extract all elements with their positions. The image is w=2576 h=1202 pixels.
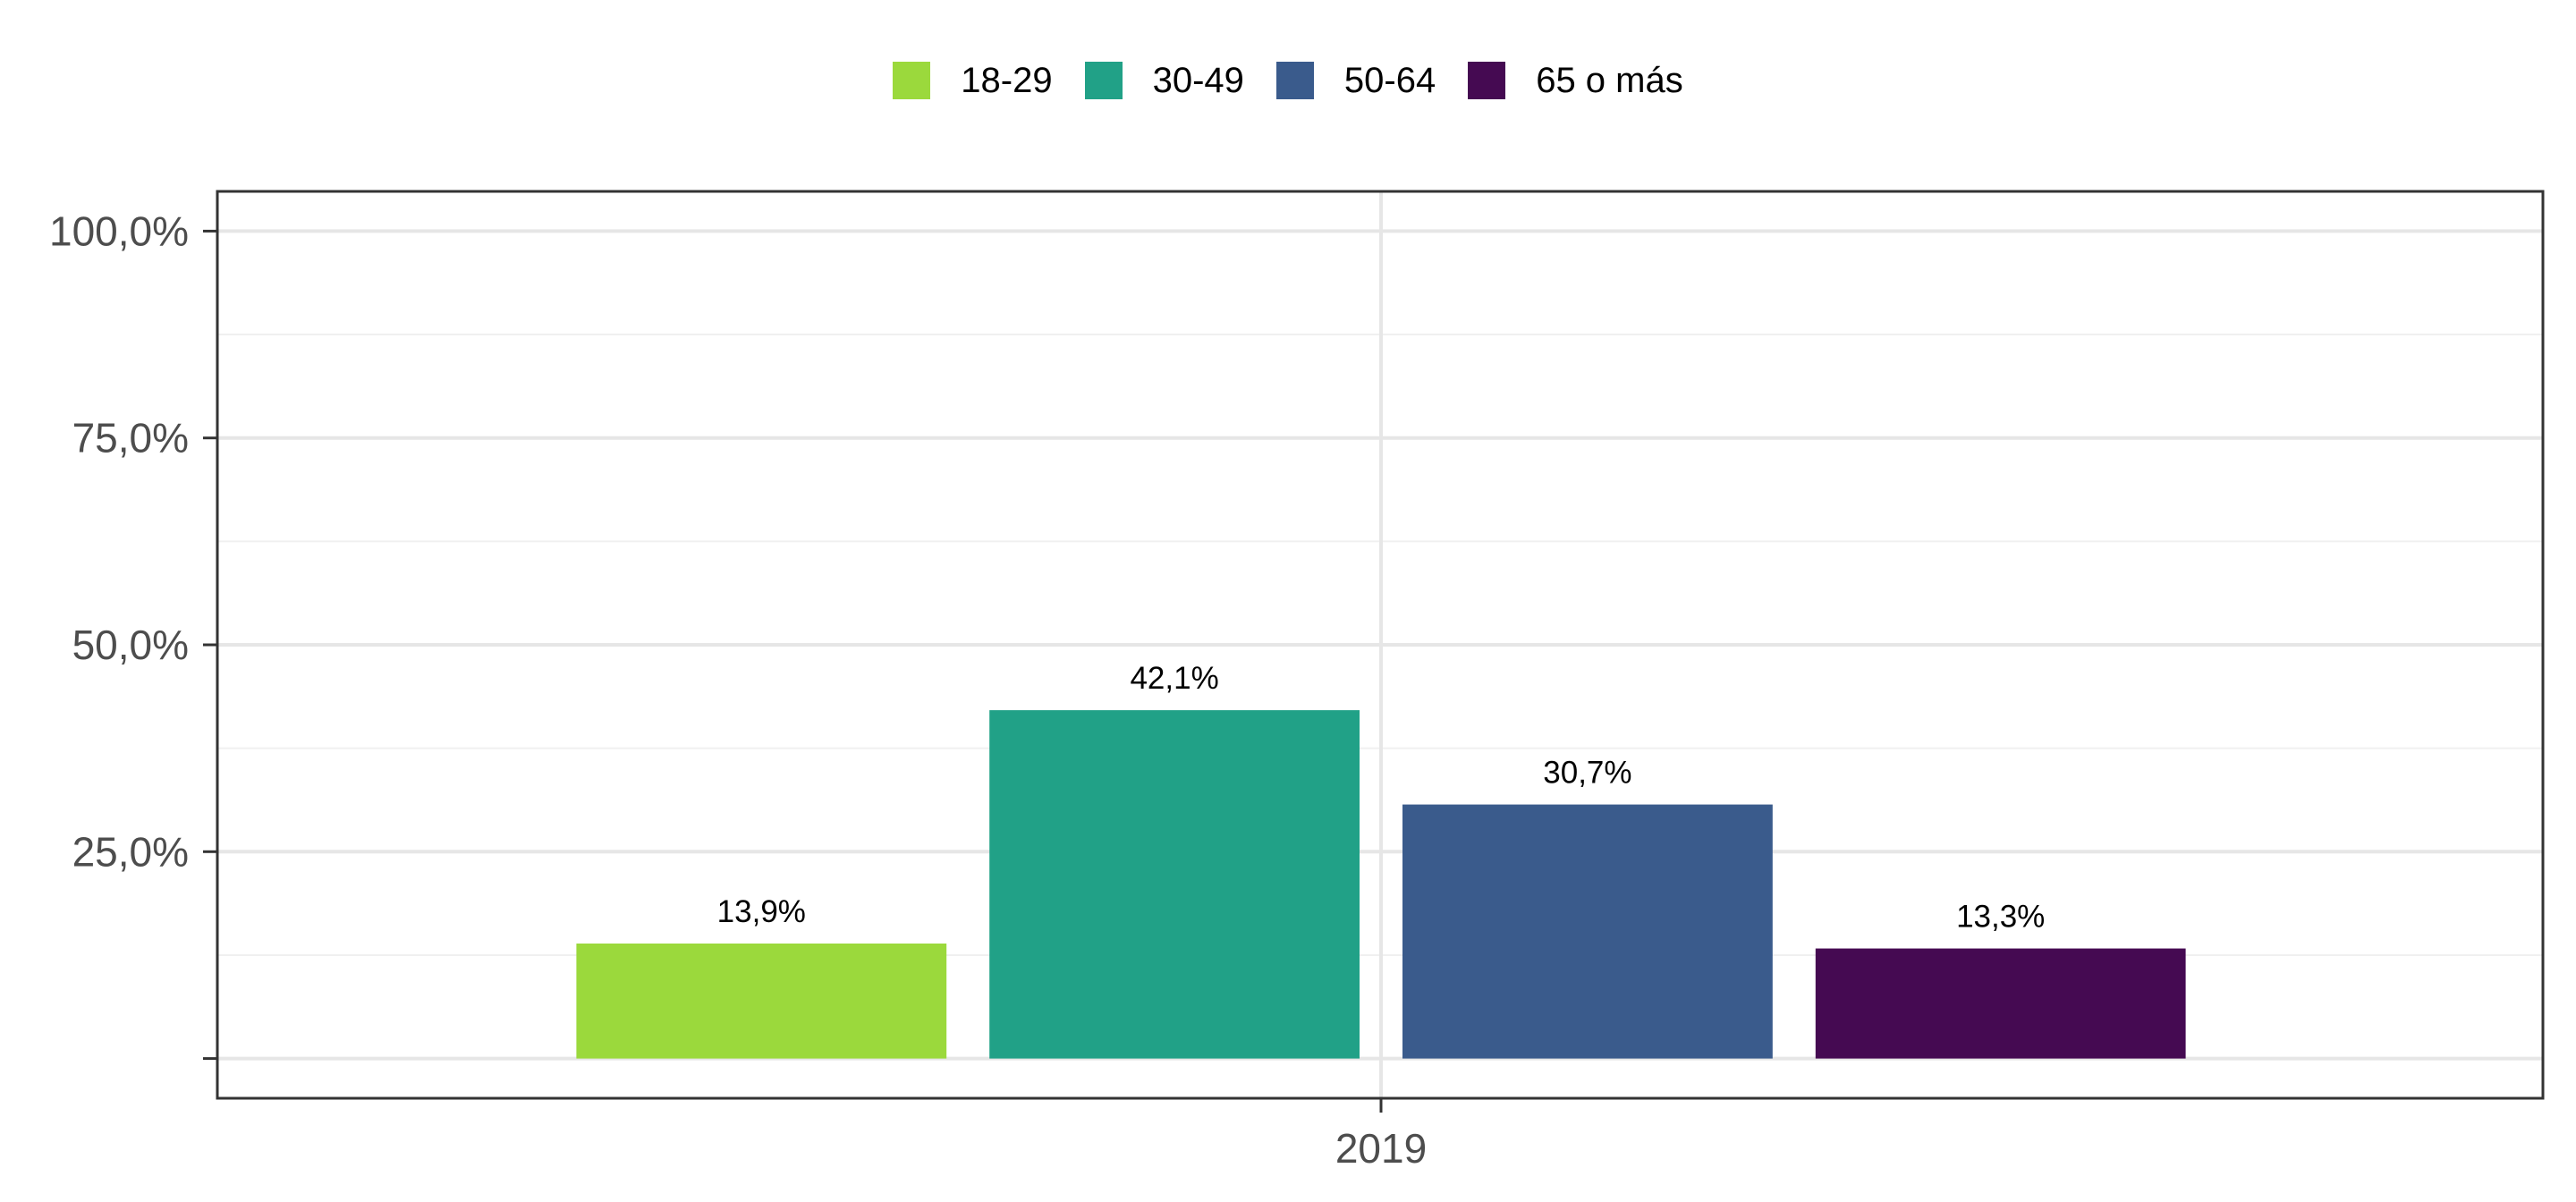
data-label: 13,3% xyxy=(1956,900,2045,935)
y-tick-label: 75,0% xyxy=(72,415,189,461)
legend-label-50-64: 50-64 xyxy=(1343,60,1436,100)
legend-item-65-o-mas: 65 o más xyxy=(1468,61,1683,101)
legend-item-50-64: 50-64 xyxy=(1275,60,1436,101)
data-label: 42,1% xyxy=(1130,661,1218,696)
legend-key-65-o-mas xyxy=(1468,62,1506,99)
data-label: 30,7% xyxy=(1543,756,1631,791)
legend-label-30-49: 30-49 xyxy=(1152,60,1244,100)
x-tick-label: 2019 xyxy=(1335,1125,1427,1172)
legend-key-18-29 xyxy=(893,62,931,99)
legend-item-18-29: 18-29 xyxy=(893,60,1053,101)
y-tick-label: 25,0% xyxy=(72,828,189,875)
y-tick-label: 100,0% xyxy=(49,207,189,254)
bar-18-29 xyxy=(576,943,947,1059)
bar-50-64 xyxy=(1402,804,1773,1059)
legend: 18-29 30-49 50-64 65 o más xyxy=(0,55,2576,106)
legend-label-18-29: 18-29 xyxy=(961,60,1053,100)
bar-65-o-más xyxy=(1815,948,2186,1059)
data-label: 13,9% xyxy=(717,894,806,929)
legend-label-65-o-mas: 65 o más xyxy=(1536,60,1683,100)
legend-key-50-64 xyxy=(1275,62,1314,99)
legend-key-30-49 xyxy=(1084,62,1123,99)
y-tick-label: 50,0% xyxy=(72,622,189,668)
legend-item-30-49: 30-49 xyxy=(1084,60,1244,101)
bar-30-49 xyxy=(989,710,1360,1059)
